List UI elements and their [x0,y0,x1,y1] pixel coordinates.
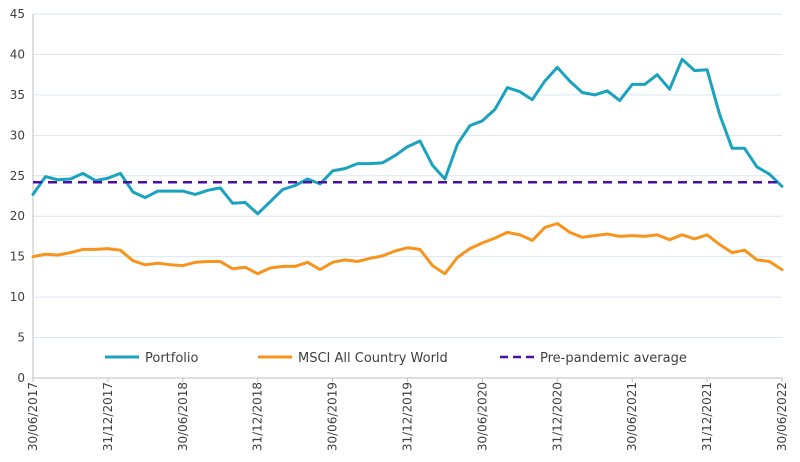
x-tick-label: 30/06/2021 [625,382,639,451]
y-tick-label: 15 [10,250,25,264]
legend: Portfolio MSCI All Country World Pre-pande… [105,351,687,366]
series [31,57,784,276]
y-tick-label: 20 [10,209,25,223]
y-tick-label: 10 [10,290,25,304]
y-tick-label: 30 [10,128,25,142]
y-tick-label: 35 [10,88,25,102]
y-tick-label: 45 [10,7,25,21]
gridlines [33,13,782,339]
legend-label: Pre-pandemic average [540,351,687,366]
x-tick-label: 31/12/2020 [550,382,564,451]
series-line-msci-all-country-world [31,222,784,276]
x-tick-label: 31/12/2021 [700,382,714,451]
x-tick-label: 30/06/2019 [326,382,340,451]
x-tick-label: 30/06/2017 [26,382,40,451]
series-line-portfolio [31,57,784,216]
x-tick-labels: 30/06/2017 31/12/2017 30/06/2018 31/12/2018… [26,378,789,451]
y-tick-label: 0 [17,371,25,385]
x-tick-label: 31/12/2018 [251,382,265,451]
x-tick-label: 31/12/2019 [401,382,415,451]
legend-label: Portfolio [145,351,199,366]
x-tick-label: 30/06/2022 [775,382,789,451]
x-tick-label: 30/06/2020 [475,382,489,451]
y-tick-labels: 0 5 10 15 20 25 30 35 40 45 [10,7,25,385]
y-tick-label: 25 [10,169,25,183]
y-tick-label: 40 [10,47,25,61]
x-tick-label: 30/06/2018 [176,382,190,451]
legend-label: MSCI All Country World [298,351,448,366]
x-tick-label: 31/12/2017 [101,382,115,451]
y-tick-label: 5 [17,331,25,345]
